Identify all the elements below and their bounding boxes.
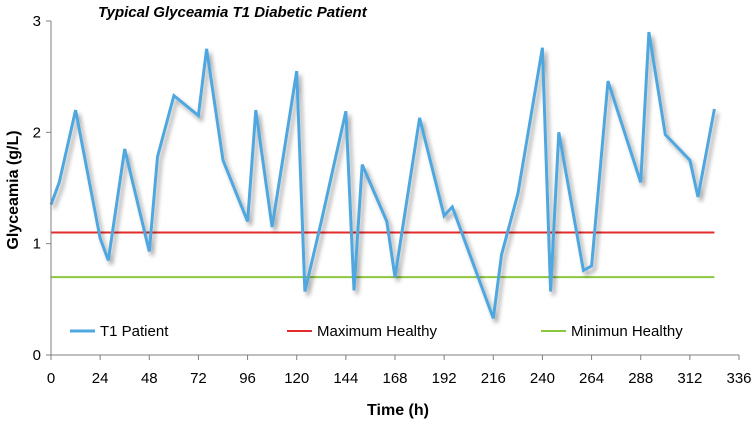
- x-tick-label: 24: [92, 370, 109, 387]
- x-tick-label: 312: [677, 370, 702, 387]
- x-tick-label: 0: [47, 370, 55, 387]
- legend-label-t1-patient: T1 Patient: [100, 323, 169, 340]
- x-axis-label: Time (h): [367, 402, 429, 419]
- x-tick-label: 120: [284, 370, 309, 387]
- x-tick-label: 216: [481, 370, 506, 387]
- x-tick-label: 48: [141, 370, 158, 387]
- legend-label-minimun-healthy: Minimun Healthy: [571, 323, 683, 340]
- x-tick-label: 240: [530, 370, 555, 387]
- y-tick-label: 1: [33, 236, 41, 253]
- x-tick-label: 288: [628, 370, 653, 387]
- legend: T1 Patient Maximum Healthy Minimun Healthy: [70, 323, 683, 340]
- y-tick-label: 0: [33, 347, 41, 364]
- x-tick-label: 72: [190, 370, 207, 387]
- legend-label-maximum-healthy: Maximum Healthy: [317, 323, 438, 340]
- series-line-t1-patient: [49, 31, 716, 319]
- x-tick-label: 264: [579, 370, 604, 387]
- y-tick-label: 2: [33, 124, 41, 141]
- x-tick-label: 96: [239, 370, 256, 387]
- x-tick-label: 336: [726, 370, 751, 387]
- y-axis-label: Glyceamia (g/L): [5, 130, 22, 249]
- chart-title: Typical Glyceamia T1 Diabetic Patient: [98, 4, 368, 21]
- x-tick-label: 192: [432, 370, 457, 387]
- y-tick-label: 3: [33, 13, 41, 30]
- x-tick-label: 168: [382, 370, 407, 387]
- x-tick-label: 144: [333, 370, 358, 387]
